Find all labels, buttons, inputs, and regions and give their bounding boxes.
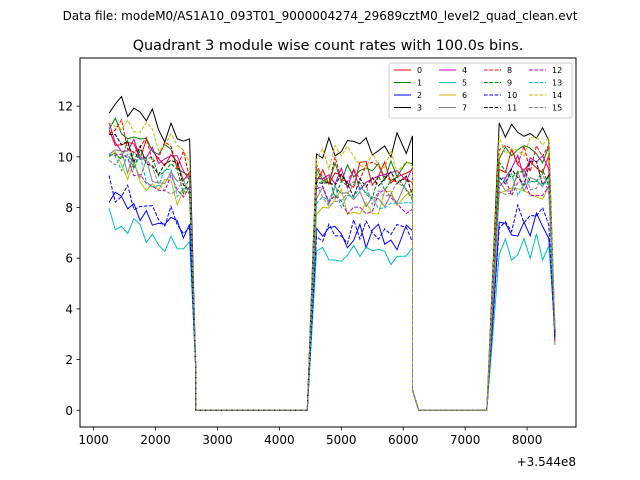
legend-label-5: 5 <box>462 79 467 88</box>
legend-label-13: 13 <box>552 79 562 88</box>
y-tick-label: 12 <box>58 100 73 114</box>
legend-label-9: 9 <box>507 79 512 88</box>
x-offset-label: +3.544e8 <box>517 455 576 469</box>
series-line-5 <box>108 208 556 411</box>
legend-label-3: 3 <box>417 104 422 113</box>
series-line-3 <box>108 95 556 411</box>
legend-label-6: 6 <box>462 91 467 100</box>
legend-label-15: 15 <box>552 104 562 113</box>
legend-label-2: 2 <box>417 91 422 100</box>
series-line-14 <box>108 119 556 411</box>
x-tick-label: 7000 <box>450 433 481 447</box>
legend-label-1: 1 <box>417 79 422 88</box>
legend-label-8: 8 <box>507 66 512 75</box>
x-tick-label: 3000 <box>202 433 233 447</box>
series-line-10 <box>108 175 556 411</box>
y-tick-label: 10 <box>58 150 73 164</box>
series-line-12 <box>109 153 556 411</box>
axes-frame <box>79 57 577 428</box>
legend-label-4: 4 <box>462 66 467 75</box>
series-line-15 <box>108 154 556 411</box>
series-line-4 <box>108 122 556 411</box>
legend-box <box>388 62 573 119</box>
series-line-0 <box>108 129 556 411</box>
y-tick-label: 2 <box>65 353 73 367</box>
x-axis: 1000 2000 3000 4000 5000 6000 7000 8000 <box>78 427 542 447</box>
legend-label-11: 11 <box>507 104 517 113</box>
series-line-8 <box>108 118 556 411</box>
x-tick-label: 1000 <box>78 433 109 447</box>
y-tick-label: 6 <box>65 252 73 266</box>
series-line-11 <box>109 134 556 411</box>
series-line-2 <box>108 191 556 411</box>
legend-label-10: 10 <box>507 91 517 100</box>
legend-label-14: 14 <box>552 91 562 100</box>
plot-area <box>79 57 577 428</box>
series-layer <box>108 95 556 411</box>
x-tick-label: 5000 <box>326 433 357 447</box>
legend-label-0: 0 <box>417 66 422 75</box>
y-tick-label: 0 <box>65 404 73 418</box>
x-tick-label: 4000 <box>264 433 295 447</box>
legend-label-12: 12 <box>552 66 562 75</box>
legend-label-7: 7 <box>462 104 467 113</box>
y-tick-label: 4 <box>65 302 73 316</box>
x-tick-label: 6000 <box>388 433 419 447</box>
series-line-13 <box>108 152 556 411</box>
x-tick-label: 2000 <box>140 433 171 447</box>
y-axis: 0 2 4 6 8 10 12 <box>58 100 80 418</box>
data-file-suptitle: Data file: modeM0/AS1A10_093T01_90000042… <box>63 9 578 23</box>
chart-title: Quadrant 3 module wise count rates with … <box>133 38 524 54</box>
series-line-1 <box>108 116 556 411</box>
series-line-9 <box>108 138 556 411</box>
y-tick-label: 8 <box>65 201 73 215</box>
x-tick-label: 8000 <box>512 433 543 447</box>
